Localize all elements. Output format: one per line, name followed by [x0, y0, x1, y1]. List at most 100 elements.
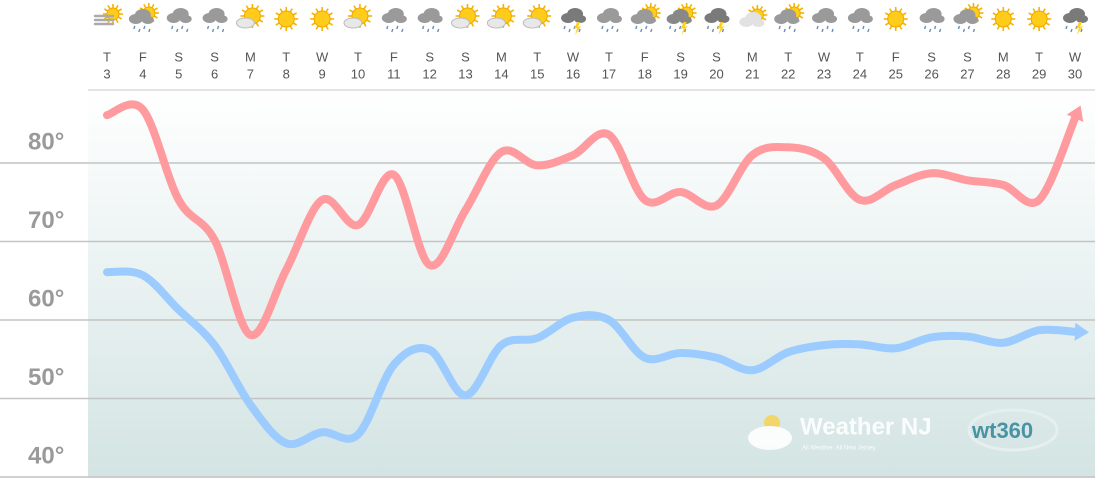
sun-ray	[325, 8, 329, 13]
x-day-label: S	[712, 49, 721, 64]
sun-ray	[151, 3, 155, 9]
sun-ray	[655, 7, 660, 11]
rain-drop	[933, 25, 937, 30]
x-date-label: 11	[387, 66, 401, 81]
sun-ray	[255, 5, 260, 10]
sun-ray	[542, 22, 546, 27]
sun-ray	[470, 22, 475, 27]
sun-ray	[311, 12, 316, 16]
cloud	[787, 16, 800, 24]
rain-drop	[716, 25, 720, 30]
sun-ray	[645, 3, 649, 9]
x-date-label: 28	[996, 66, 1010, 81]
sun-ray	[509, 19, 515, 23]
x-date-label: 12	[422, 66, 436, 81]
cloud	[643, 16, 656, 24]
rain-drop	[857, 28, 860, 33]
weather-icon	[310, 7, 335, 31]
x-date-label: 30	[1068, 66, 1082, 81]
sun-ray	[117, 16, 123, 20]
sun-ray	[545, 19, 551, 23]
sun-ray	[762, 9, 767, 13]
x-day-label: M	[496, 49, 507, 64]
sun-ray	[899, 8, 903, 13]
sun-ray	[680, 3, 685, 9]
x-day-label: M	[747, 49, 758, 64]
x-date-label: 21	[745, 66, 759, 81]
sun-ray	[366, 9, 371, 13]
sun-ray	[542, 5, 546, 10]
rain-drop	[1065, 25, 1068, 30]
x-day-label: W	[316, 49, 329, 64]
sun-ray	[1028, 12, 1033, 16]
sun-ray	[255, 22, 260, 27]
sun-ray	[328, 22, 333, 26]
sun-ray	[496, 5, 501, 10]
x-day-label: T	[856, 49, 864, 64]
rain-drop	[788, 25, 791, 30]
y-tick-label: 70°	[28, 207, 64, 234]
x-date-label: 10	[351, 66, 365, 81]
weather-icon	[381, 8, 407, 33]
sun-ray	[796, 3, 800, 9]
y-tick-label: 50°	[28, 364, 64, 391]
rain-drop	[427, 28, 430, 33]
cloud	[679, 16, 692, 24]
sun-ray	[545, 9, 551, 13]
bolt	[1076, 22, 1083, 35]
rain-drop	[437, 28, 440, 33]
rain-drop	[143, 25, 146, 30]
rain-drop	[673, 28, 677, 33]
x-day-label: F	[892, 49, 900, 64]
weather-icon	[343, 4, 372, 29]
sun-ray	[315, 25, 319, 30]
sun-ray	[117, 8, 123, 12]
x-date-label: 7	[247, 66, 254, 81]
rain-drop	[678, 25, 682, 30]
sun	[887, 10, 905, 28]
rain-drop	[1075, 25, 1078, 30]
sun-ray	[366, 19, 371, 23]
x-date-label: 17	[602, 66, 616, 81]
weather-icon	[596, 8, 622, 33]
sun-ray	[103, 8, 109, 12]
rain-drop	[221, 28, 225, 33]
cloud	[825, 15, 838, 23]
rain-drop	[601, 25, 604, 30]
rain-drop	[793, 28, 796, 33]
sun-ray	[474, 19, 479, 23]
rain-drop	[962, 28, 966, 33]
arrow-head	[1066, 105, 1084, 122]
x-day-label: T	[533, 49, 541, 64]
y-tick-label: 60°	[28, 285, 64, 312]
sun-ray	[153, 7, 158, 11]
sun-ray	[474, 9, 479, 13]
sun	[106, 7, 120, 21]
sun-ray	[691, 15, 696, 19]
weather-icon	[166, 8, 192, 33]
sun-ray	[325, 25, 329, 30]
weather-icon	[991, 7, 1016, 31]
weather-icon	[235, 4, 265, 29]
rain-drop	[640, 28, 643, 33]
sun-ray	[289, 8, 293, 13]
cloud	[343, 17, 363, 29]
sun-ray	[279, 8, 283, 13]
x-day-label: F	[390, 49, 398, 64]
watermark-tagline: All Weather. All New Jersey.	[802, 446, 877, 452]
rain-drop	[1080, 28, 1083, 33]
rain-drop	[216, 25, 220, 30]
sun-ray	[691, 7, 696, 11]
weather-icon	[486, 4, 516, 29]
rain-drop	[668, 25, 672, 30]
weather-icon	[704, 8, 730, 35]
x-day-label: S	[963, 49, 972, 64]
sun-ray	[759, 5, 764, 11]
weather-icon	[202, 8, 228, 33]
sun	[994, 10, 1012, 28]
cloud	[430, 15, 443, 23]
weather-icon	[666, 3, 697, 35]
x-date-label: 9	[318, 66, 325, 81]
sun-ray	[292, 22, 298, 26]
